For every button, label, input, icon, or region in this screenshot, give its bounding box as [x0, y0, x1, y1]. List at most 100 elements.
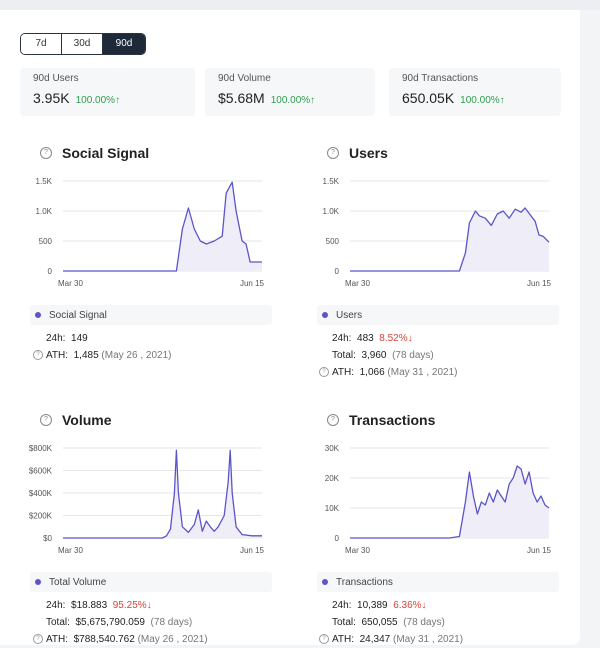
h24-label: 24h:: [46, 333, 66, 344]
users-title: ? Users: [327, 145, 388, 161]
ath-label: ATH:: [332, 634, 355, 645]
total-label: Total:: [332, 617, 356, 628]
tab-90d[interactable]: 90d: [102, 34, 145, 54]
volume-legend: Total Volume: [30, 572, 272, 592]
total-days: (78 days): [150, 617, 193, 628]
ath-value: 1,066: [359, 367, 385, 378]
series-line: [350, 465, 550, 539]
y-tick-label: 500: [39, 237, 53, 246]
total-value: $5,675,790.059: [75, 617, 145, 628]
stat-value: $5.68M: [218, 90, 265, 106]
y-tick-label: $800K: [29, 444, 53, 453]
series-line: [63, 449, 262, 539]
ath-date: (May 26 , 2021): [101, 350, 172, 361]
ath-icon: ?: [319, 367, 329, 378]
y-tick-label: 0: [335, 267, 340, 276]
total-label: Total:: [46, 617, 70, 628]
y-tick-label: 0: [335, 534, 340, 543]
ath-date: (May 31 , 2021): [387, 367, 458, 378]
y-tick-label: 20K: [325, 474, 340, 483]
x-tick-label: Jun 15: [527, 279, 552, 288]
h24-label: 24h:: [46, 600, 66, 611]
series-area: [63, 182, 262, 271]
transactions-title: ? Transactions: [327, 412, 435, 428]
x-tick-label: Mar 30: [58, 546, 83, 555]
total-days: (78 days): [403, 617, 445, 628]
ath-icon: ?: [33, 634, 43, 645]
ath-icon: ?: [33, 350, 43, 361]
ath-value: 24,347: [359, 634, 391, 645]
h24-change: 95.25%↓: [112, 600, 152, 611]
legend-dot: [322, 312, 328, 318]
ath-value: $788,540.762: [73, 634, 135, 645]
y-tick-label: $400K: [29, 489, 53, 498]
series-area: [350, 208, 549, 271]
panel-title: Social Signal: [62, 145, 150, 161]
tab-30d[interactable]: 30d: [61, 34, 102, 54]
legend-label: Transactions: [336, 576, 393, 588]
stat-value: 3.95K: [33, 90, 70, 106]
h24-change: 6.36%↓: [393, 600, 427, 611]
social-signal-legend: Social Signal: [30, 305, 272, 325]
legend-dot: [35, 312, 41, 318]
series-line: [63, 181, 262, 272]
x-tick-label: Mar 30: [58, 279, 83, 288]
y-tick-label: 1.0K: [36, 207, 53, 216]
stat-change: 100.00%↑: [75, 95, 121, 106]
help-icon[interactable]: ?: [327, 414, 339, 426]
stat-users: 90d Users 3.95K 100.00%↑: [20, 68, 195, 116]
social-signal-chart: 0 500 1.0K 1.5K Mar 30 Jun 15: [36, 177, 265, 288]
ath-label: ATH:: [332, 367, 355, 378]
total-days: (78 days): [392, 350, 434, 361]
volume-info: 24h: $18.883 95.25%↓ Total: $5,675,790.0…: [33, 597, 208, 648]
transactions-chart: 0 10K 20K 30K Mar 30 Jun 15: [325, 444, 552, 555]
total-value: 3,960: [361, 350, 387, 361]
y-tick-label: $0: [43, 534, 52, 543]
ath-label: ATH:: [46, 350, 69, 361]
volume-chart: $0 $200K $400K $600K $800K Mar 30 Jun 15: [29, 444, 265, 555]
users-chart: 0 500 1.0K 1.5K Mar 30 Jun 15: [323, 177, 552, 288]
transactions-info: 24h: 10,389 6.36%↓ Total: 650,055 (78 da…: [319, 597, 463, 648]
ath-date: (May 26 , 2021): [137, 634, 208, 645]
help-icon[interactable]: ?: [40, 147, 52, 159]
period-tabs: 7d 30d 90d: [20, 33, 146, 55]
ath-value: 1,485: [73, 350, 99, 361]
y-tick-label: 1.0K: [323, 207, 340, 216]
stat-change: 100.00%↑: [460, 95, 505, 106]
y-tick-label: 1.5K: [323, 177, 340, 186]
series-area: [350, 466, 549, 538]
users-legend: Users: [317, 305, 559, 325]
y-tick-label: 10K: [325, 504, 340, 513]
stat-label: 90d Volume: [218, 73, 271, 84]
legend-dot: [35, 579, 41, 585]
users-info: 24h: 483 8.52%↓ Total: 3,960 (78 days) ?…: [319, 330, 458, 381]
h24-label: 24h:: [332, 333, 352, 344]
x-tick-label: Jun 15: [240, 546, 265, 555]
x-tick-label: Mar 30: [345, 546, 370, 555]
transactions-legend: Transactions: [317, 572, 559, 592]
top-strip: [0, 0, 600, 10]
panel-title: Transactions: [349, 412, 436, 428]
h24-value: 10,389: [357, 600, 388, 611]
help-icon[interactable]: ?: [40, 414, 52, 426]
stat-volume: 90d Volume $5.68M 100.00%↑: [205, 68, 375, 116]
h24-value: 149: [71, 333, 88, 344]
y-tick-label: 500: [326, 237, 340, 246]
total-value: 650,055: [361, 617, 398, 628]
h24-change: 8.52%↓: [379, 333, 413, 344]
y-tick-label: $200K: [29, 512, 53, 521]
ath-label: ATH:: [46, 634, 69, 645]
h24-value: 483: [357, 333, 374, 344]
stat-label: 90d Users: [33, 73, 79, 84]
y-tick-label: 0: [48, 267, 53, 276]
legend-dot: [322, 579, 328, 585]
ath-icon: ?: [319, 634, 329, 645]
volume-title: ? Volume: [40, 412, 112, 428]
y-tick-label: 30K: [325, 444, 340, 453]
stat-change: 100.00%↑: [270, 95, 316, 106]
y-tick-label: $600K: [29, 467, 53, 476]
stat-value: 650.05K: [402, 90, 455, 106]
social-signal-title: ? Social Signal: [40, 145, 149, 161]
help-icon[interactable]: ?: [327, 147, 339, 159]
tab-7d[interactable]: 7d: [21, 34, 61, 54]
